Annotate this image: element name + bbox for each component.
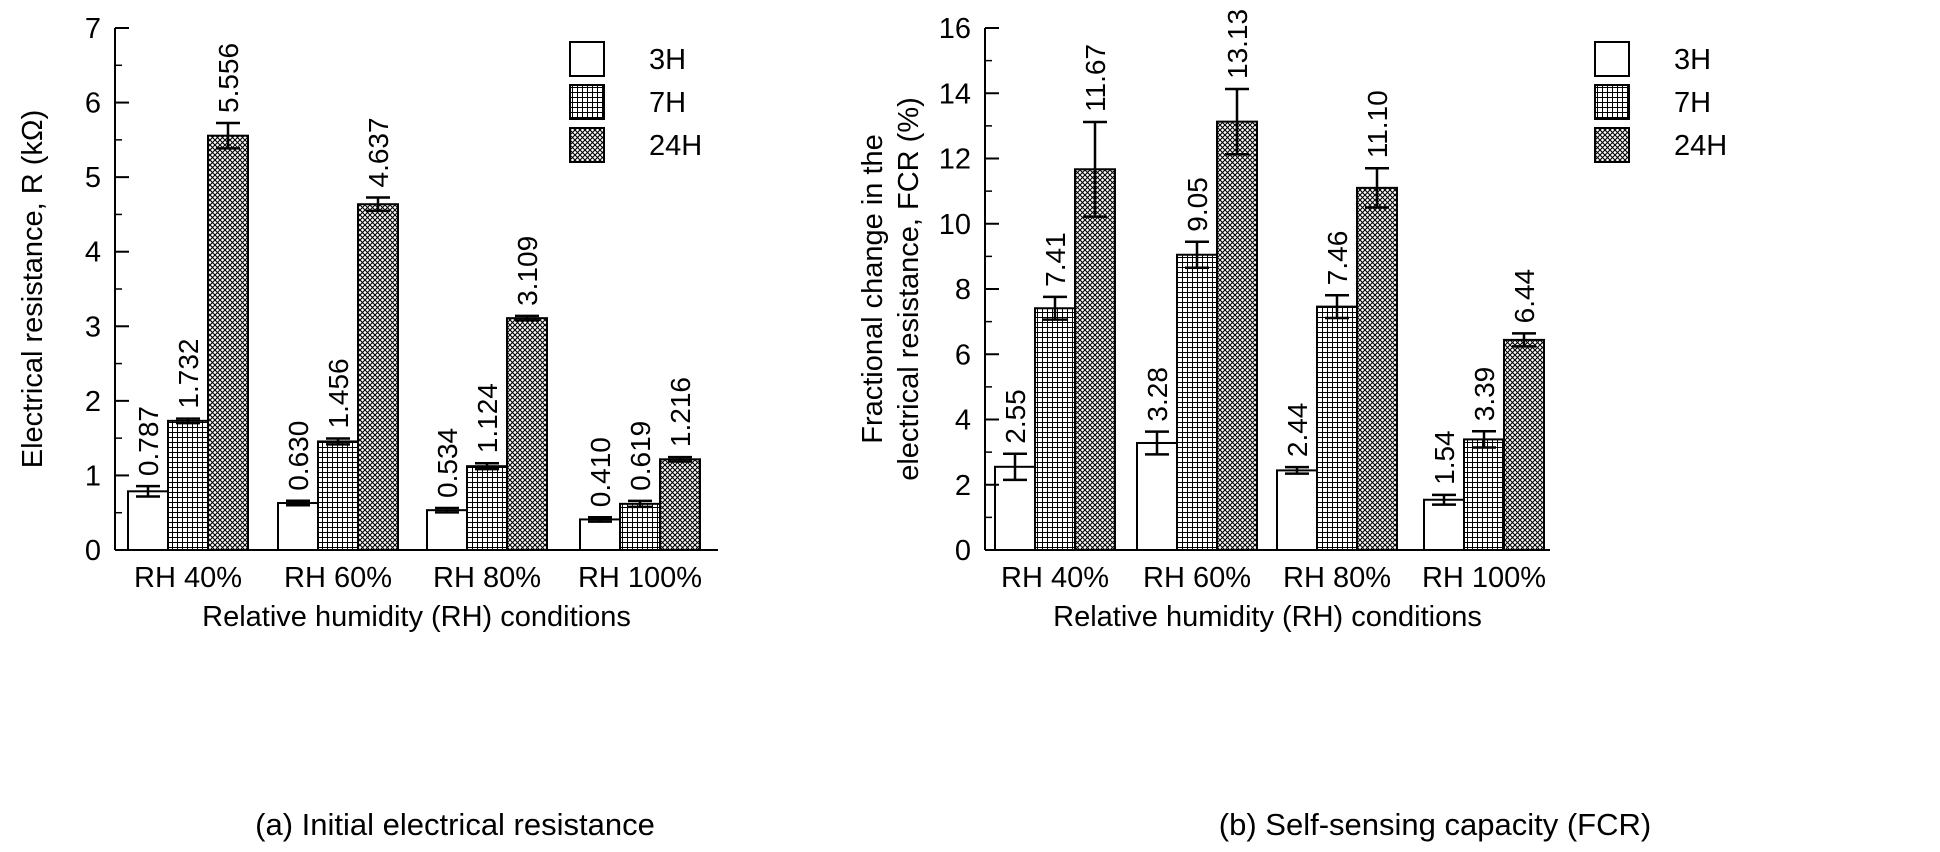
chart-a-bar [579, 518, 621, 552]
chart-b-data-label: 3.28 [1142, 367, 1173, 422]
chart-a-legend-label: 7H [649, 87, 686, 119]
chart-b-bar [1074, 168, 1116, 552]
chart-a-legend-swatch [569, 127, 605, 163]
chart-b-data-label: 13.13 [1222, 9, 1253, 79]
chart-b-x-tick-label: RH 40% [1001, 562, 1109, 594]
chart-b-data-label: 2.44 [1282, 403, 1313, 458]
chart-b-x-tick-label: RH 80% [1283, 562, 1391, 594]
chart-a-y-tick-label: 0 [85, 535, 101, 567]
chart-b-bar [1176, 253, 1218, 551]
chart-b-y-axis-title: electrical resistance, FCR (%) [893, 97, 925, 481]
chart-a-legend-swatch [569, 84, 605, 120]
chart-b-bar [1356, 186, 1398, 552]
chart-b-legend-label: 7H [1674, 87, 1711, 119]
chart-a-bar [659, 458, 701, 551]
chart-b-y-tick-label: 0 [955, 535, 971, 567]
chart-panel-b: (b) Self-sensing capacity (FCR) 2.55 3.28… [857, 9, 1727, 842]
chart-b-legend-swatch [1594, 41, 1630, 77]
chart-b-x-tick-label: RH 60% [1143, 562, 1251, 594]
chart-b-y-tick-label: 12 [939, 144, 971, 176]
chart-a-bar [357, 203, 399, 551]
chart-a-x-tick-label: RH 80% [433, 562, 541, 594]
chart-a-data-label: 0.534 [432, 428, 463, 498]
chart-a-caption: (a) Initial electrical resistance [255, 807, 655, 842]
chart-b-data-label: 2.55 [1000, 389, 1031, 444]
chart-a-x-tick-label: RH 100% [578, 562, 702, 594]
chart-b-y-tick-label: 8 [955, 274, 971, 306]
chart-a-data-label: 4.637 [363, 117, 394, 187]
chart-a-data-label: 1.216 [665, 377, 696, 447]
chart-b-data-label: 6.44 [1509, 269, 1540, 324]
chart-b-y-tick-label: 6 [955, 339, 971, 371]
chart-b-y-tick-label: 4 [955, 405, 971, 437]
chart-a-bar [277, 502, 319, 551]
chart-b-legend-swatch [1594, 127, 1630, 163]
chart-a-y-tick-label: 4 [85, 237, 101, 269]
chart-panel-a: (a) Initial electrical resistance 0.787 0… [17, 13, 718, 842]
chart-a-data-label: 1.456 [323, 358, 354, 428]
chart-b-y-axis-title: Fractional change in the [857, 134, 889, 444]
chart-b-data-label: 1.54 [1429, 430, 1460, 485]
chart-a-x-axis-title: Relative humidity (RH) conditions [202, 601, 631, 633]
chart-a-legend-swatch [569, 41, 605, 77]
chart-a-data-label: 0.410 [585, 437, 616, 507]
chart-b-y-tick-label: 10 [939, 209, 971, 241]
chart-a-y-axis-title: Electrical resistance, R (kΩ) [17, 110, 49, 468]
chart-b-x-axis-title: Relative humidity (RH) conditions [1053, 601, 1482, 633]
chart-b-x-tick-label: RH 100% [1422, 562, 1546, 594]
chart-b-bar [1216, 120, 1258, 551]
chart-a-y-tick-label: 3 [85, 311, 101, 343]
chart-a-y-tick-label: 7 [85, 13, 101, 45]
chart-b-bar [1316, 305, 1358, 551]
chart-a-x-tick-label: RH 40% [134, 562, 242, 594]
chart-b-y-tick-label: 2 [955, 470, 971, 502]
chart-b-data-label: 9.05 [1182, 177, 1213, 232]
chart-a-bar [317, 440, 359, 552]
chart-a-y-tick-label: 1 [85, 460, 101, 492]
chart-b-bar [1034, 307, 1076, 551]
chart-b-bar [1463, 438, 1505, 551]
chart-a-legend-label: 24H [649, 130, 702, 162]
chart-b-bar [1136, 441, 1178, 551]
chart-a-x-tick-label: RH 60% [284, 562, 392, 594]
chart-b-bar [1503, 338, 1545, 551]
chart-b-y-tick-label: 14 [939, 78, 971, 110]
chart-b-y-tick-label: 16 [939, 13, 971, 45]
chart-b-legend-swatch [1594, 84, 1630, 120]
chart-a-bar [466, 465, 508, 551]
chart-a-data-label: 3.109 [512, 236, 543, 306]
chart-a-bar [426, 509, 468, 552]
chart-a-legend-label: 3H [649, 44, 686, 76]
chart-b-legend-label: 3H [1674, 44, 1711, 76]
chart-b-data-label: 7.46 [1322, 231, 1353, 286]
chart-a-bar [127, 490, 169, 551]
chart-b-data-label: 7.41 [1040, 232, 1071, 287]
chart-a-data-label: 5.556 [213, 43, 244, 113]
chart-a-data-label: 0.619 [625, 421, 656, 491]
chart-b-bar [1423, 498, 1465, 552]
chart-a-bar [207, 134, 249, 551]
chart-b-data-label: 3.39 [1469, 367, 1500, 422]
chart-b-legend-label: 24H [1674, 130, 1727, 162]
chart-b-data-label: 11.67 [1080, 44, 1111, 112]
chart-a-data-label: 1.732 [173, 339, 204, 409]
chart-b-data-label: 11.10 [1362, 90, 1393, 158]
chart-a-data-label: 0.630 [283, 421, 314, 491]
chart-b-bar [1276, 469, 1318, 551]
chart-a-bar [506, 317, 548, 552]
chart-a-bar [167, 419, 209, 551]
chart-a-data-label: 0.787 [133, 406, 164, 476]
chart-b-caption: (b) Self-sensing capacity (FCR) [1219, 807, 1651, 842]
chart-a-bar [619, 502, 661, 551]
chart-a-y-tick-label: 2 [85, 386, 101, 418]
chart-a-y-tick-label: 5 [85, 162, 101, 194]
chart-a-y-tick-label: 6 [85, 88, 101, 120]
chart-a-data-label: 1.124 [472, 383, 503, 453]
